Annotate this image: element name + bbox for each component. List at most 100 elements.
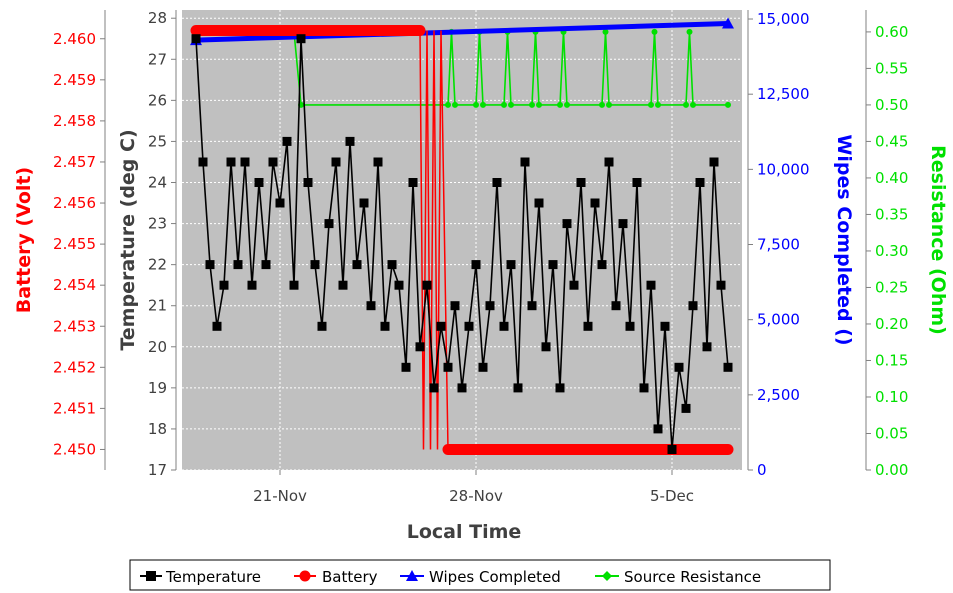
temperature-point [443,362,453,372]
temperature-tick-label: 27 [148,50,167,68]
series-battery [190,25,734,455]
temperature-point [471,260,481,270]
temperature-point [317,321,327,331]
temperature-point [541,342,551,352]
resistance-tick-label: 0.25 [875,278,908,296]
temperature-tick-label: 19 [148,379,167,397]
temperature-axis-title: Temperature (deg C) [117,129,139,350]
resistance-tick-label: 0.05 [875,424,908,442]
battery-tick-label: 2.455 [53,235,96,253]
temperature-point [597,260,607,270]
wipes-tick-label: 10,000 [757,160,810,178]
temperature-tick-label: 18 [148,420,167,438]
resistance-tick-label: 0.55 [875,59,908,77]
temperature-tick-label: 20 [148,338,167,356]
temperature-point [702,342,712,352]
resistance-tick-label: 0.30 [875,242,908,260]
battery-tick-label: 2.457 [53,153,96,171]
temperature-point [534,198,544,208]
resistance-point [690,101,696,108]
resistance-tick-label: 0.15 [875,351,908,369]
temperature-point [289,280,299,290]
temperature-point [261,260,271,270]
temperature-point [576,178,586,187]
temperature-point [506,260,516,270]
temperature-point [513,383,523,393]
legend-temperature: Temperature [140,568,261,586]
x-axis-title: Local Time [407,521,522,543]
axes: 21-Nov 28-Nov 5-Dec 2.450 2.451 2.452 2.453 2.4… [53,9,908,505]
battery-tick-label: 2.459 [53,71,96,89]
temperature-point [296,34,306,44]
temperature-point [681,403,691,413]
temperature-point [275,198,285,208]
resistance-point [557,101,563,108]
temperature-point [303,178,313,187]
temperature-point [639,383,649,393]
resistance-point [501,101,507,108]
resistance-line [196,31,728,106]
temperature-tick-label: 25 [148,132,167,150]
resistance-point [452,101,458,108]
temperature-point [366,301,376,311]
resistance-tick-label: 0.10 [875,388,908,406]
temperature-point [499,321,509,331]
temperature-point [198,157,208,167]
temperature-point [282,136,292,146]
resistance-point [473,101,479,108]
resistance-point [480,101,486,108]
temperature-point [660,321,670,331]
series-temperature [191,34,733,454]
wipes-tick-label: 5,000 [757,311,800,329]
legend: Temperature Battery Wipes Completed Sour… [129,559,831,591]
resistance-point [602,28,609,35]
battery-tick-label: 2.451 [53,399,96,417]
temperature-point [422,280,432,290]
x-tick-label: 21-Nov [253,487,307,505]
temperature-point [604,157,614,167]
temperature-point [429,383,439,393]
battery-tick-label: 2.460 [53,30,96,48]
temperature-tick-label: 17 [148,461,167,479]
wipes-axis-title: Wipes Completed () [833,134,855,345]
temperature-point [359,198,369,208]
temperature-point [618,219,628,229]
temperature-point [688,301,698,311]
series-layer [190,17,734,455]
legend-battery-label: Battery [322,568,378,586]
temperature-point [716,280,726,290]
temperature-point [352,260,362,270]
temperature-point [331,157,341,167]
resistance-point [655,101,661,108]
temperature-point [268,157,278,167]
resistance-point [651,28,658,35]
temperature-tick-label: 24 [148,174,167,192]
temperature-point [569,280,579,290]
wipes-point [722,17,734,29]
temperature-point [695,178,705,187]
temperature-point [205,260,215,270]
temperature-tick-label: 22 [148,256,167,274]
resistance-tick-label: 0.35 [875,205,908,223]
battery-tick-label: 2.458 [53,112,96,130]
temperature-point [310,260,320,270]
temperature-point [653,424,663,434]
battery-axis-title: Battery (Volt) [13,167,35,313]
resistance-tick-label: 0.00 [875,461,908,479]
temperature-point [219,280,229,290]
temperature-point [436,321,446,331]
temperature-point [394,280,404,290]
wipes-tick-label: 12,500 [757,85,810,103]
battery-tick-label: 2.453 [53,317,96,335]
temperature-point [548,260,558,270]
temperature-point [632,178,642,187]
resistance-point [599,101,605,108]
resistance-point [725,101,731,108]
resistance-point [564,101,570,108]
battery-tick-label: 2.450 [53,440,96,458]
temperature-point [212,321,222,331]
resistance-point [686,28,693,35]
temperature-point [408,178,418,187]
legend-resistance-label: Source Resistance [624,568,761,586]
temperature-point [233,260,243,270]
